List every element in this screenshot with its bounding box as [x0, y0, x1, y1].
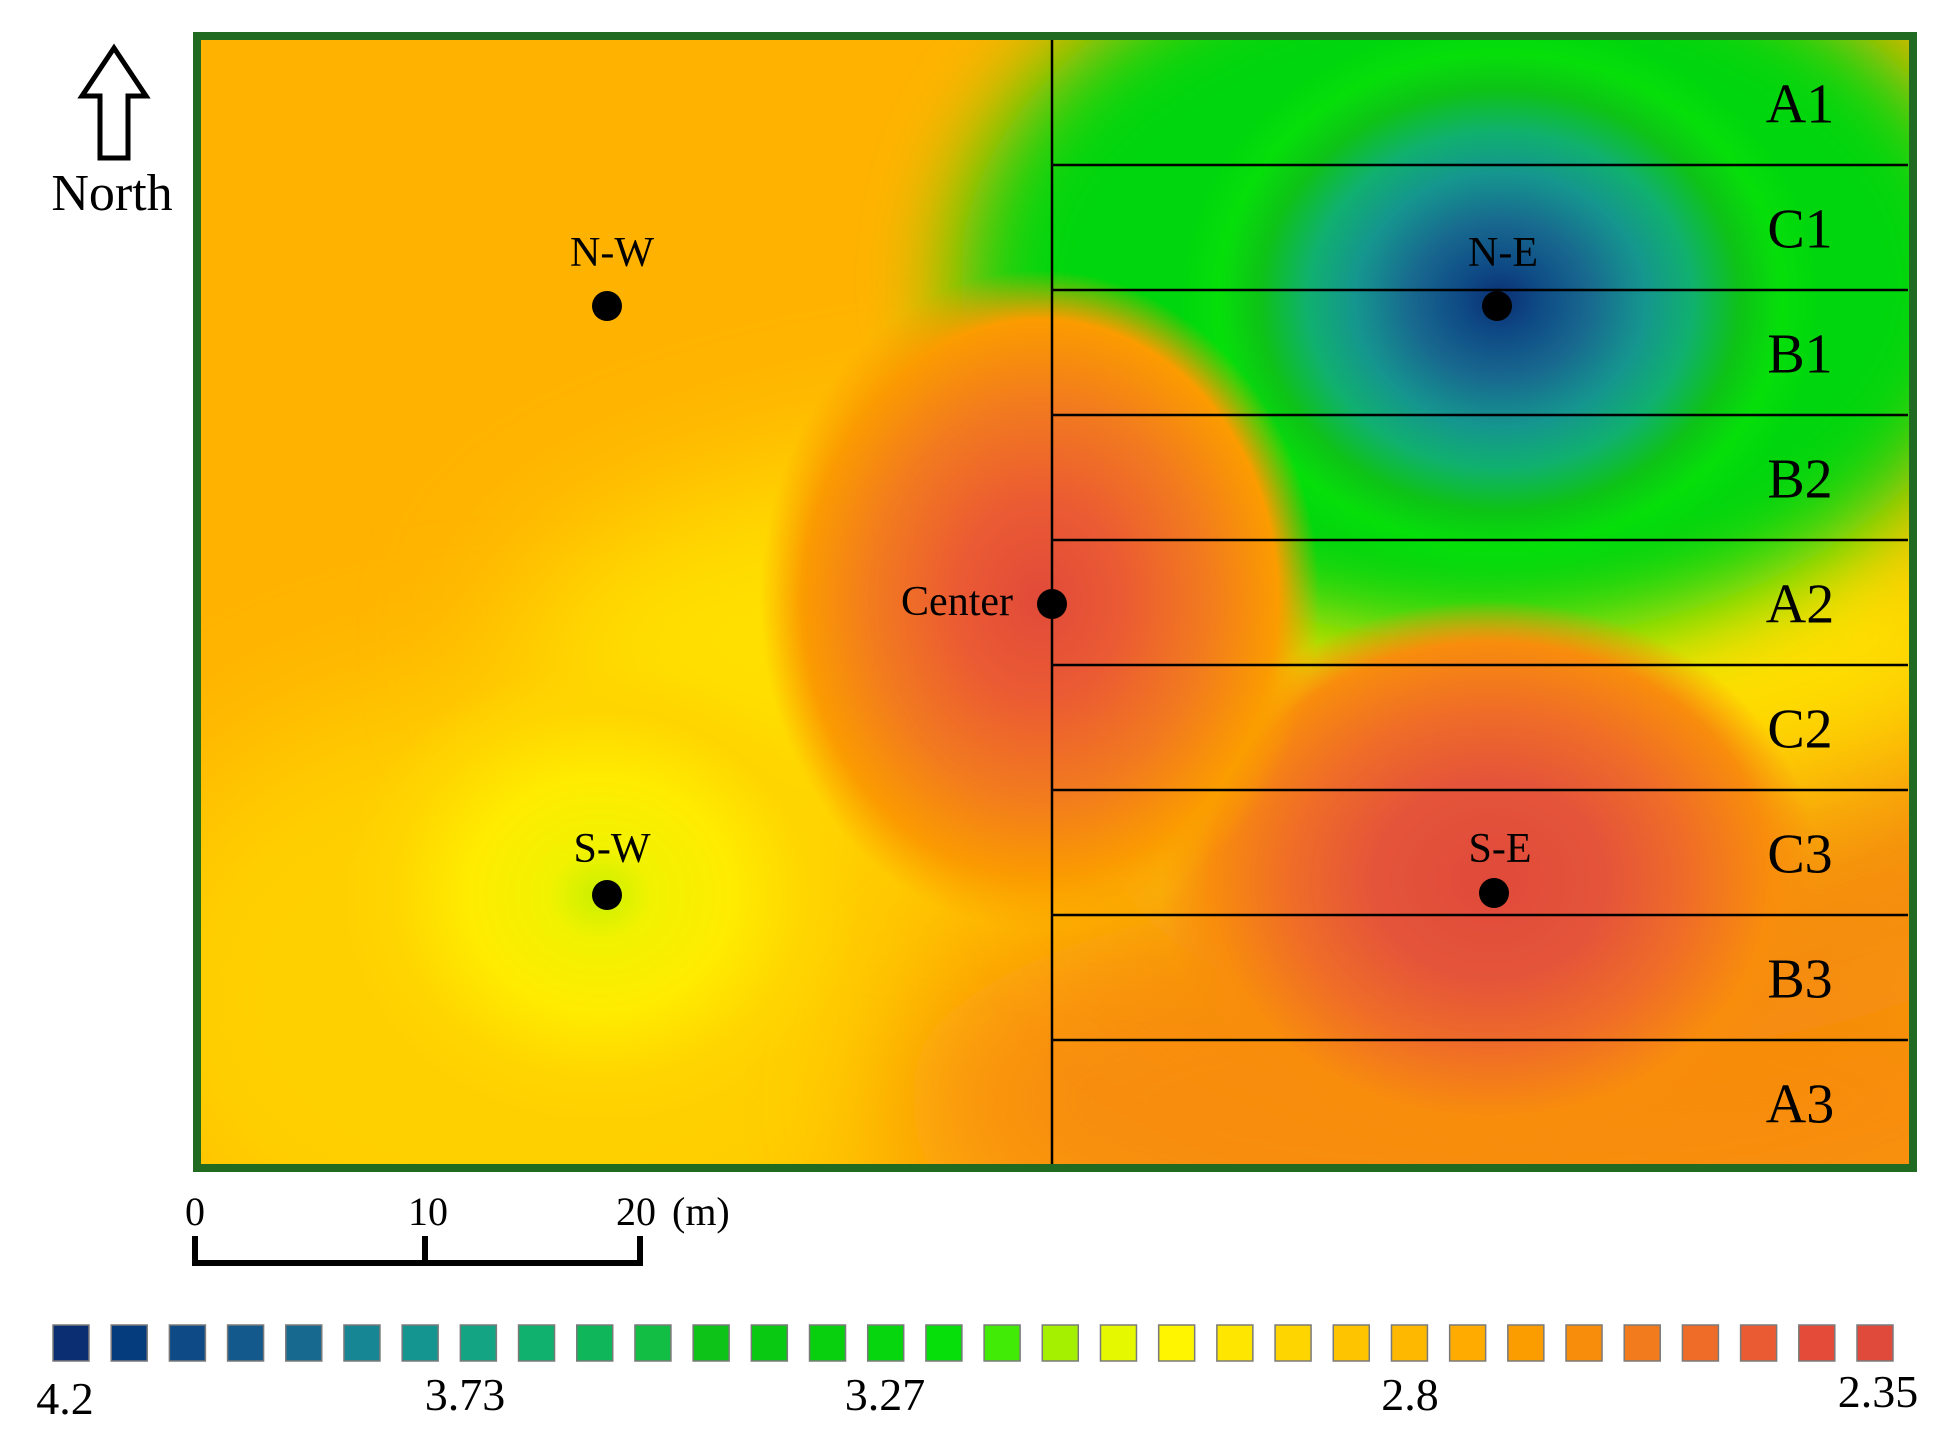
- map-frame: [193, 32, 1917, 1172]
- scale-tick-10: 10: [408, 1189, 448, 1234]
- legend-swatch-10: [634, 1324, 672, 1362]
- legend-label-1: 3.73: [425, 1369, 506, 1420]
- legend-swatch-14: [866, 1324, 905, 1362]
- legend-label-0: 4.2: [36, 1373, 94, 1424]
- sample-point-dot-n-e: [1482, 291, 1512, 321]
- scale-bar: 0 10 20 (m): [185, 1189, 730, 1266]
- zone-labels: A1 C1 B1 B2 A2 C2 C3 B3 A3: [1766, 74, 1834, 1136]
- legend-swatch-1: [110, 1324, 148, 1362]
- legend-swatch-25: [1507, 1324, 1545, 1362]
- legend-swatch-27: [1623, 1324, 1661, 1362]
- legend-swatch-19: [1157, 1324, 1196, 1362]
- color-legend: [52, 1324, 1894, 1362]
- legend-swatch-18: [1099, 1324, 1138, 1362]
- sample-point-dot-s-w: [592, 880, 622, 910]
- sample-point-dot-s-e: [1479, 878, 1509, 908]
- legend-swatch-3: [226, 1324, 265, 1362]
- zone-label-b3: B3: [1767, 949, 1832, 1011]
- legend-label-3: 2.8: [1381, 1369, 1439, 1420]
- zone-label-c2: C2: [1767, 699, 1832, 761]
- legend-swatch-0: [52, 1324, 90, 1362]
- legend-swatch-2: [168, 1324, 207, 1362]
- scale-unit: (m): [672, 1189, 730, 1234]
- scale-bar-line: [192, 1236, 643, 1266]
- sample-point-label-n-w: N-W: [570, 230, 654, 276]
- sample-point-label-s-w: S-W: [574, 826, 651, 872]
- scale-tick-0: 0: [185, 1189, 205, 1234]
- legend-swatch-28: [1681, 1324, 1720, 1362]
- legend-swatch-24: [1448, 1324, 1487, 1362]
- sample-point-label-n-e: N-E: [1468, 230, 1538, 276]
- legend-swatch-9: [575, 1324, 614, 1362]
- legend-swatch-15: [925, 1324, 963, 1362]
- legend-swatch-21: [1274, 1324, 1312, 1362]
- legend-swatch-31: [1856, 1324, 1894, 1362]
- legend-swatch-26: [1565, 1324, 1603, 1362]
- legend-swatch-30: [1798, 1324, 1836, 1362]
- zone-label-c1: C1: [1767, 199, 1832, 261]
- legend-swatch-11: [692, 1324, 730, 1362]
- zone-label-a1: A1: [1766, 74, 1834, 136]
- legend-swatch-22: [1332, 1324, 1371, 1362]
- sample-point-label-s-e: S-E: [1469, 826, 1532, 872]
- north-arrow: North: [51, 43, 173, 222]
- legend-label-4: 2.35: [1838, 1366, 1919, 1417]
- legend-swatch-17: [1041, 1324, 1080, 1362]
- zone-label-a3: A3: [1766, 1074, 1834, 1136]
- sample-point-dot-center: [1037, 589, 1067, 619]
- legend-label-2: 3.27: [845, 1369, 926, 1420]
- legend-swatch-6: [401, 1324, 439, 1362]
- zone-label-b1: B1: [1767, 324, 1832, 386]
- zone-label-b2: B2: [1767, 449, 1832, 511]
- zone-grid: [1050, 40, 1908, 1165]
- legend-swatch-12: [750, 1324, 789, 1362]
- legend-swatch-13: [808, 1324, 847, 1362]
- zone-label-a2: A2: [1766, 574, 1834, 636]
- contour-surface: [200, 40, 1910, 1165]
- legend-swatch-4: [285, 1324, 323, 1362]
- scale-tick-20: 20: [616, 1189, 656, 1234]
- legend-swatch-16: [983, 1324, 1021, 1362]
- legend-swatch-20: [1216, 1324, 1254, 1362]
- legend-labels: 4.2 3.73 3.27 2.8 2.35: [36, 1366, 1918, 1424]
- sampling-points: N-W N-E Center S-W S-E: [570, 230, 1538, 910]
- legend-swatch-7: [459, 1324, 498, 1362]
- legend-swatch-23: [1390, 1324, 1429, 1362]
- legend-swatch-5: [343, 1324, 381, 1362]
- zone-label-c3: C3: [1767, 824, 1832, 886]
- legend-swatch-29: [1739, 1324, 1778, 1362]
- legend-swatch-8: [517, 1324, 556, 1362]
- sample-point-label-center: Center: [901, 579, 1013, 625]
- north-arrow-icon: [77, 43, 151, 161]
- north-label: North: [51, 165, 172, 222]
- sample-point-dot-n-w: [592, 291, 622, 321]
